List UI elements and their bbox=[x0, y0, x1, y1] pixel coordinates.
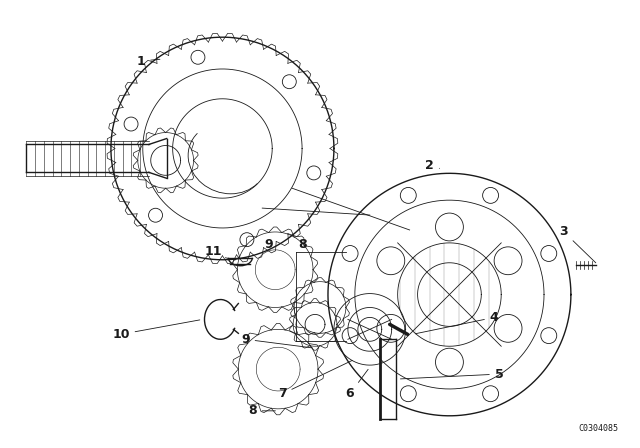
Text: 8: 8 bbox=[298, 238, 307, 251]
Text: C0304085: C0304085 bbox=[579, 424, 619, 433]
Text: 10: 10 bbox=[112, 320, 200, 341]
Text: 9: 9 bbox=[264, 238, 273, 251]
Text: 3: 3 bbox=[559, 225, 596, 263]
Text: 4: 4 bbox=[415, 311, 499, 334]
Text: 8: 8 bbox=[248, 405, 275, 418]
Text: 9: 9 bbox=[241, 333, 312, 348]
Text: 6: 6 bbox=[346, 369, 368, 401]
Text: 2: 2 bbox=[425, 159, 440, 172]
Text: 5: 5 bbox=[401, 367, 504, 380]
Text: 1: 1 bbox=[136, 55, 160, 68]
Text: 7: 7 bbox=[278, 360, 353, 401]
Text: 11: 11 bbox=[205, 245, 222, 258]
